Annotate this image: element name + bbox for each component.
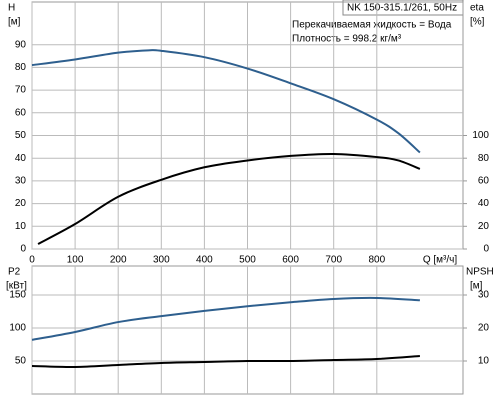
y2-tick-label: 100 <box>472 130 489 141</box>
y-tick-label: 90 <box>15 39 27 50</box>
y2-axis-label: eta <box>470 3 484 14</box>
annotation: Плотность = 998.2 кг/м³ <box>292 34 402 45</box>
y2-tick-label: 10 <box>478 356 490 367</box>
y2-tick-label: 20 <box>478 221 490 232</box>
x-tick-label: 0 <box>29 255 35 266</box>
curve <box>31 355 420 368</box>
y-tick-label: 0 <box>20 244 26 255</box>
y-axis-label: [кВт] <box>6 281 27 292</box>
y2-axis-label: NPSH <box>466 267 494 278</box>
y-tick-label: 40 <box>15 153 27 164</box>
y2-tick-label: 0 <box>483 244 489 255</box>
y-tick-label: 60 <box>15 107 27 118</box>
x-tick-label: 100 <box>67 255 84 266</box>
x-tick-label: 200 <box>110 255 127 266</box>
y-tick-label: 80 <box>15 62 27 73</box>
y-tick-label: 150 <box>9 290 26 301</box>
x-tick-label: 800 <box>368 255 385 266</box>
chart-title: NK 150-315.1/261, 50Hz <box>347 3 457 14</box>
curve <box>37 152 421 245</box>
x-tick-label: 700 <box>325 255 342 266</box>
y-tick-label: 100 <box>9 323 26 334</box>
y-tick-label: 30 <box>15 176 27 187</box>
y2-tick-label: 40 <box>478 198 490 209</box>
y-axis-label: H <box>8 3 15 14</box>
curve <box>31 296 420 341</box>
y-axis-label: P2 <box>8 267 21 278</box>
y2-tick-label: 80 <box>478 153 490 164</box>
curve <box>31 49 421 154</box>
y-tick-label: 20 <box>15 198 27 209</box>
y-tick-label: 10 <box>15 221 27 232</box>
x-tick-label: 600 <box>282 255 299 266</box>
y-axis-label: [м] <box>8 17 21 28</box>
x-tick-label: 500 <box>239 255 256 266</box>
x-tick-label: 400 <box>196 255 213 266</box>
y2-tick-label: 30 <box>478 290 490 301</box>
x-axis-label: Q [м³/ч] <box>423 255 458 266</box>
y-tick-label: 70 <box>15 85 27 96</box>
y2-axis-label: [%] <box>470 17 485 28</box>
x-tick-label: 300 <box>153 255 170 266</box>
y2-axis-label: [м] <box>470 281 483 292</box>
y2-tick-label: 20 <box>478 323 490 334</box>
y-tick-label: 50 <box>15 356 27 367</box>
y-tick-label: 50 <box>15 130 27 141</box>
annotation: Перекачиваемая жидкость = Вода <box>292 20 452 31</box>
y2-tick-label: 60 <box>478 176 490 187</box>
